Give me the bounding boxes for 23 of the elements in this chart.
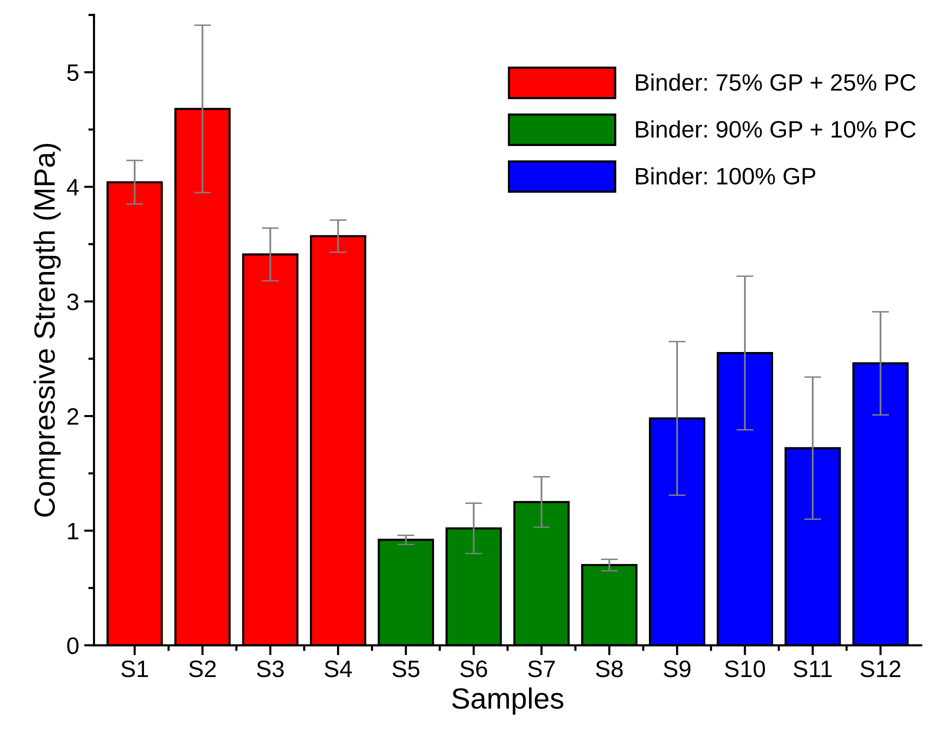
legend-label: Binder: 100% GP — [636, 167, 816, 185]
legend-label: Binder: 75% GP + 25% PC — [636, 73, 916, 91]
x-tick-label: S6 — [460, 660, 488, 678]
x-tick-label: S9 — [664, 660, 690, 678]
x-tick-label: S10 — [724, 660, 765, 678]
y-tick-label: 0 — [67, 637, 78, 654]
x-tick-label: S8 — [596, 660, 623, 678]
y-axis-title: Compressive Strength (MPa) — [34, 144, 61, 517]
x-tick-label: S11 — [794, 660, 832, 678]
x-tick-label: S7 — [528, 660, 555, 678]
x-tick-label: S2 — [189, 660, 216, 678]
y-tick-label: 4 — [66, 179, 79, 196]
x-tick-label: S1 — [121, 660, 148, 678]
x-tick-label: S3 — [256, 660, 284, 678]
legend-label: Binder: 90% GP + 10% PC — [636, 120, 916, 138]
y-tick-label: 2 — [67, 408, 78, 425]
x-tick-label: S12 — [860, 660, 900, 678]
y-tick-label: 1 — [68, 522, 78, 540]
y-tick-label: 3 — [67, 294, 78, 310]
y-tick-label: 5 — [67, 64, 78, 82]
x-tick-label: S5 — [392, 660, 420, 678]
x-axis-title: Samples — [452, 687, 564, 715]
x-tick-label: S4 — [324, 660, 352, 678]
